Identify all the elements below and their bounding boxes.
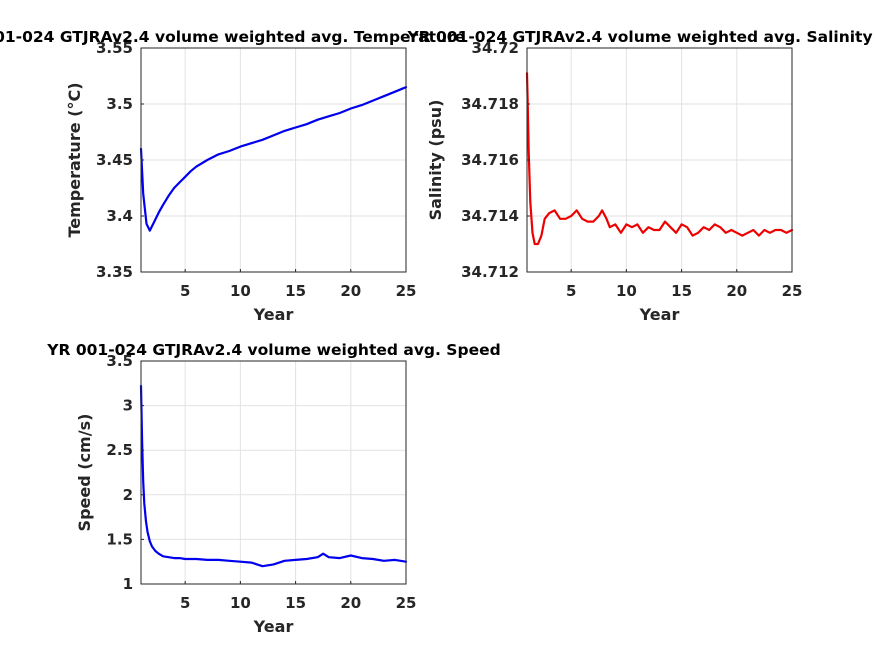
- temperature-y-axis-label: Temperature (°C): [65, 82, 84, 237]
- temperature-y-tick-label: 3.35: [96, 263, 133, 281]
- speed-x-tick-label: 25: [396, 594, 417, 612]
- speed-chart: 5 10 15 20 25 1 1.5 2 2.5 3 3.5 Year Speed (cm/s) YR …: [46, 341, 500, 636]
- temperature-x-axis-label: Year: [253, 305, 294, 324]
- salinity-y-tick-label: 34.712: [461, 263, 519, 281]
- temperature-x-tick-label: 5: [180, 282, 190, 300]
- temperature-chart: 5 10 15 20 25 3.35 3.4 3.45 3.5 3.55 Year Temperatu…: [0, 28, 465, 324]
- salinity-x-tick-label: 20: [726, 282, 747, 300]
- speed-y-tick-label: 2: [123, 486, 133, 504]
- speed-y-tick-label: 3: [123, 397, 133, 415]
- speed-x-tick-label: 10: [230, 594, 251, 612]
- salinity-x-tick-label: 25: [782, 282, 803, 300]
- speed-axes-box: [140, 360, 407, 585]
- speed-y-tick-label: 1.5: [106, 530, 133, 548]
- salinity-chart: 5 10 15 20 25 34.712 34.714 34.716 34.718 34.72 Ye…: [406, 28, 872, 324]
- temperature-y-tick-label: 3.55: [96, 39, 133, 57]
- salinity-chart-title: YR 001-024 GTJRAv2.4 volume weighted avg…: [406, 28, 872, 46]
- temperature-series-line: [139, 86, 408, 232]
- salinity-x-axis-label: Year: [639, 305, 680, 324]
- temperature-x-tick-label: 15: [285, 282, 306, 300]
- salinity-x-tick-label: 5: [566, 282, 576, 300]
- temperature-y-tick-label: 3.4: [106, 207, 133, 225]
- temperature-chart-title: YR 001-024 GTJRAv2.4 volume weighted avg…: [0, 28, 465, 46]
- salinity-y-axis-label: Salinity (psu): [426, 100, 445, 221]
- speed-x-axis-label: Year: [253, 617, 294, 636]
- speed-y-axis-label: Speed (cm/s): [75, 414, 94, 532]
- speed-x-tick-label: 5: [180, 594, 190, 612]
- salinity-series-line: [525, 72, 794, 246]
- temperature-x-tick-label: 10: [230, 282, 251, 300]
- temperature-x-tick-label: 20: [340, 282, 361, 300]
- temperature-y-tick-label: 3.45: [96, 151, 133, 169]
- speed-y-tick-label: 1: [123, 575, 133, 593]
- speed-chart-title: YR 001-024 GTJRAv2.4 volume weighted avg…: [46, 341, 500, 359]
- salinity-y-tick-label: 34.714: [461, 207, 519, 225]
- salinity-x-tick-label: 15: [671, 282, 692, 300]
- salinity-y-tick-label: 34.72: [472, 39, 519, 57]
- temperature-x-tick-label: 25: [396, 282, 417, 300]
- salinity-x-tick-label: 10: [616, 282, 637, 300]
- salinity-y-tick-label: 34.716: [461, 151, 519, 169]
- temperature-y-tick-label: 3.5: [106, 95, 133, 113]
- speed-y-tick-label: 3.5: [106, 352, 133, 370]
- speed-x-tick-label: 20: [340, 594, 361, 612]
- speed-x-tick-label: 15: [285, 594, 306, 612]
- salinity-y-tick-label: 34.718: [461, 95, 519, 113]
- speed-series-line: [139, 384, 408, 568]
- speed-plot-area: [141, 361, 406, 584]
- speed-y-tick-label: 2.5: [106, 441, 133, 459]
